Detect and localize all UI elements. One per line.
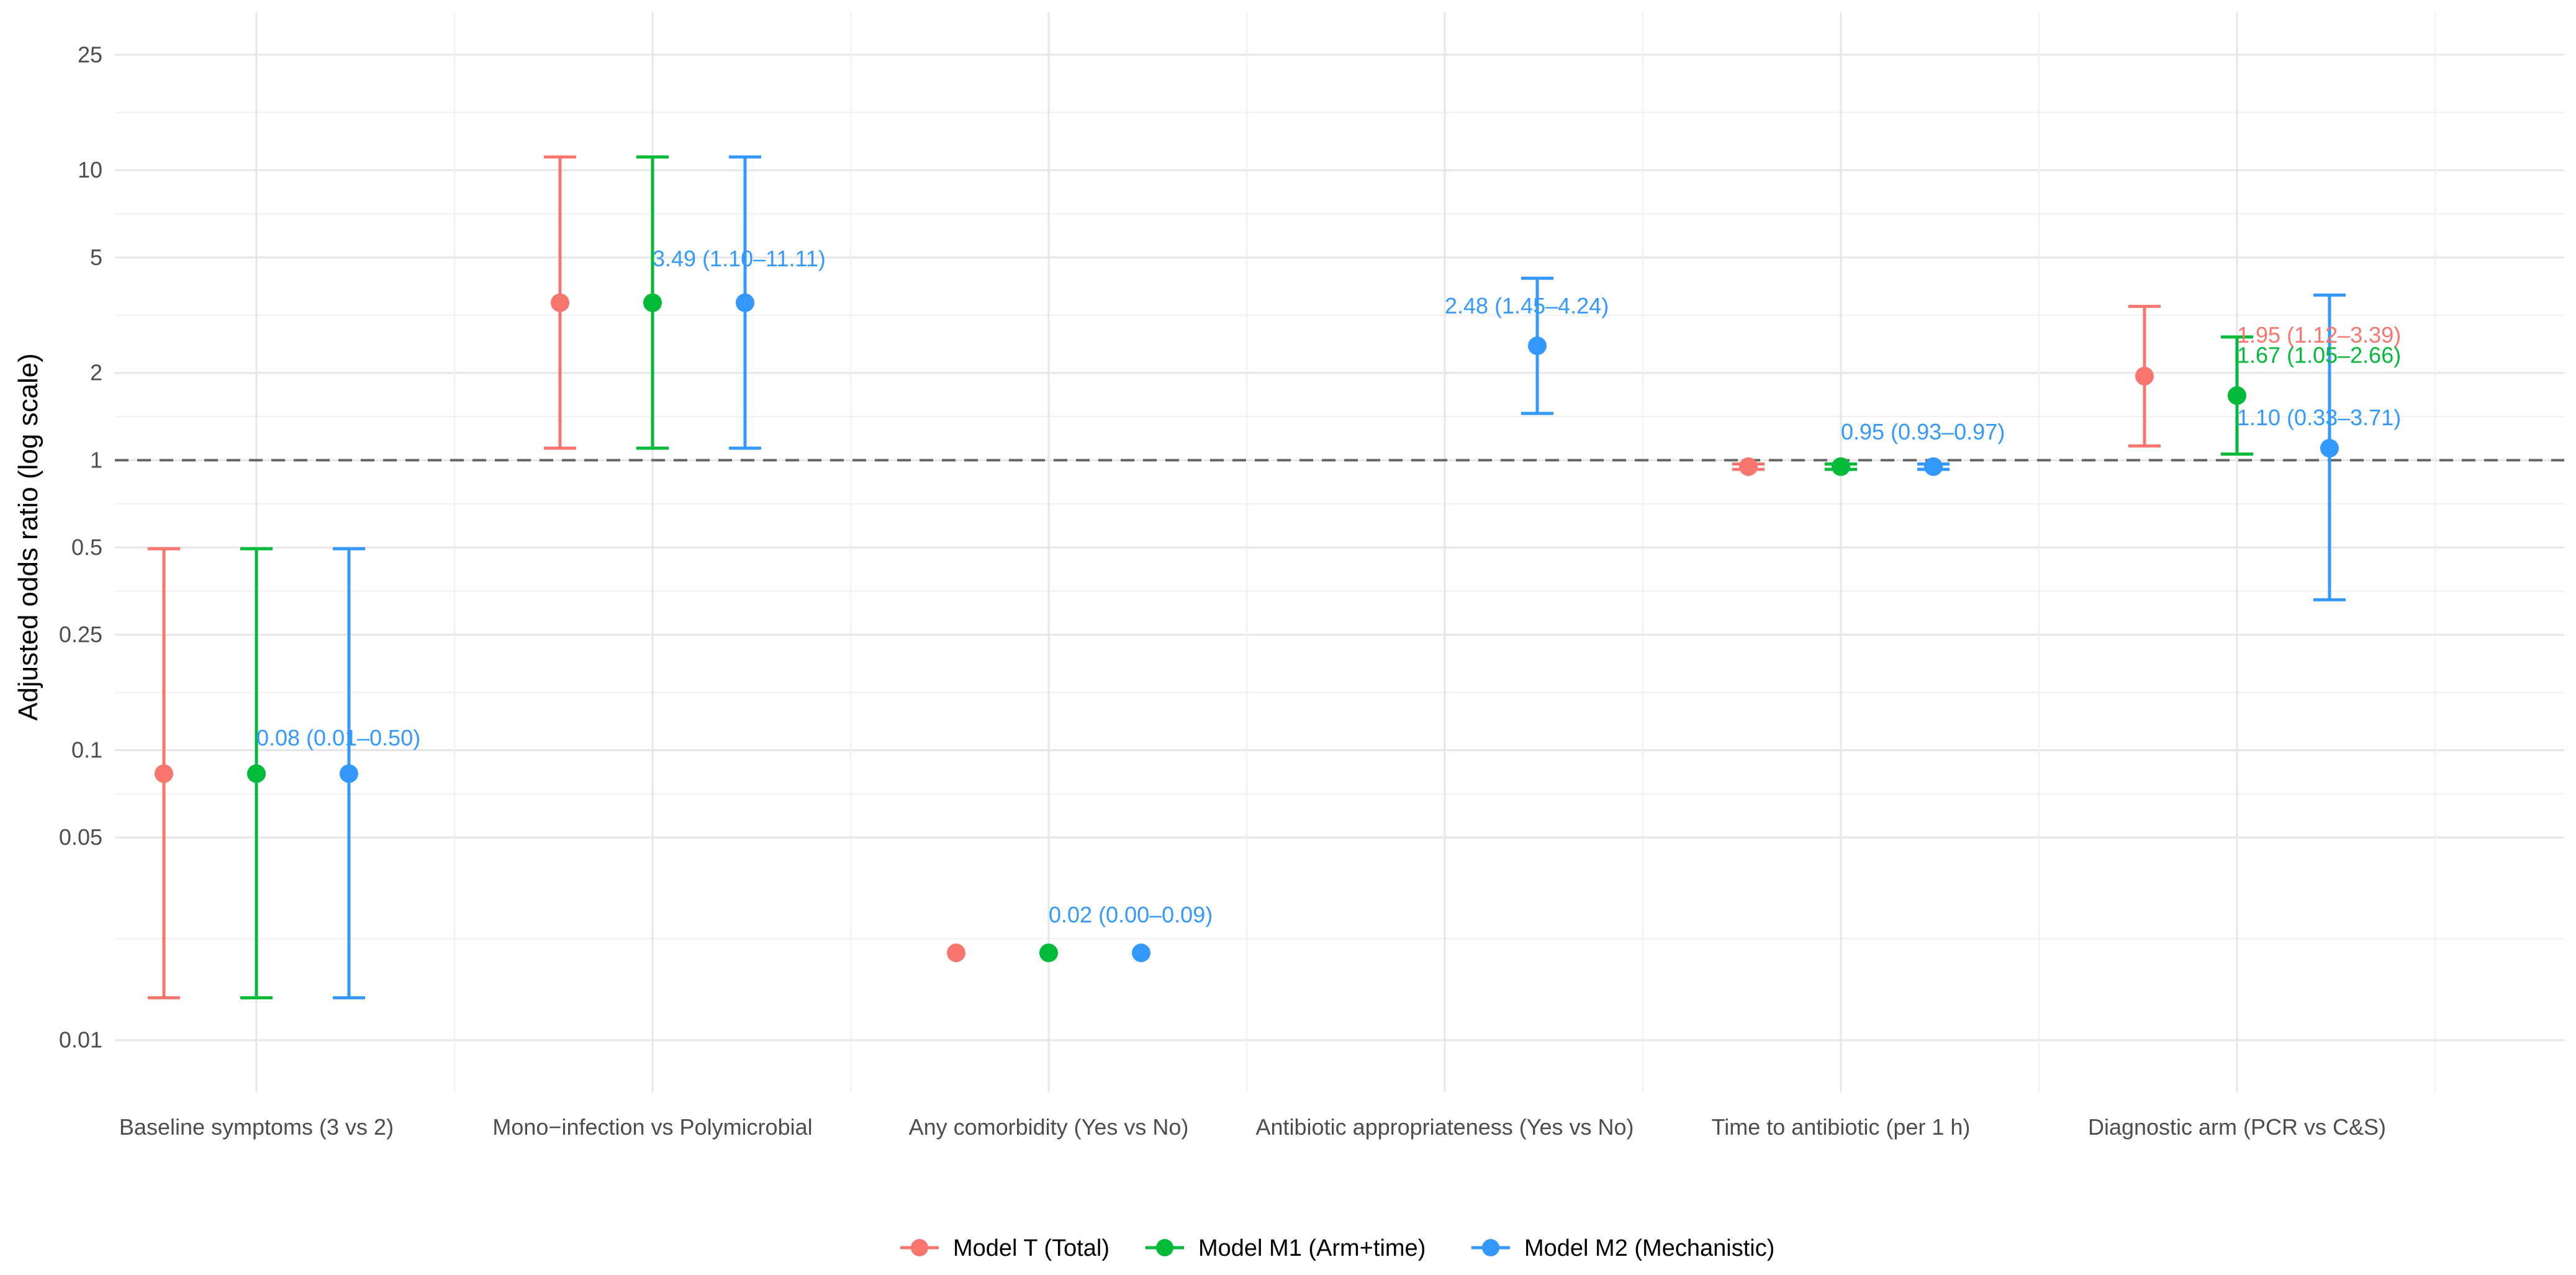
x-tick-label: Baseline symptoms (3 vs 2) (119, 1114, 394, 1140)
y-tick-label: 2 (90, 360, 102, 385)
legend-label: Model M2 (Mechanistic) (1524, 1235, 1774, 1261)
y-tick-label: 5 (90, 245, 102, 270)
y-tick-label: 1 (90, 447, 102, 472)
data-labels: 0.08 (0.01–0.50) 3.49 (1.10–11.11) 0.02 (0… (256, 246, 2401, 927)
data-point (1039, 944, 1058, 963)
legend-label: Model T (Total) (953, 1235, 1109, 1261)
y-tick-label: 10 (78, 157, 102, 182)
y-tick-label: 0.1 (71, 737, 102, 763)
legend-key-point (911, 1239, 928, 1256)
legend: Model T (Total) Model M1 (Arm+time) Model … (900, 1235, 1774, 1261)
y-tick-label: 0.25 (59, 622, 102, 647)
data-label: 1.67 (1.05–2.66) (2237, 342, 2401, 367)
data-label: 1.95 (1.12–3.39) (2237, 322, 2401, 348)
data-point (2320, 439, 2339, 458)
data-point (643, 293, 662, 312)
x-tick-label: Mono−infection vs Polymicrobial (492, 1114, 812, 1140)
data-label: 2.48 (1.45–4.24) (1445, 293, 1609, 318)
data-label: 0.08 (0.01–0.50) (256, 725, 420, 750)
data-point (1924, 457, 1943, 476)
grid (115, 12, 2564, 1093)
x-axis-ticks: Baseline symptoms (3 vs 2) Mono−infection… (119, 1114, 2386, 1140)
x-tick-label: Antibiotic appropriateness (Yes vs No) (1256, 1114, 1634, 1140)
data-point (2228, 386, 2246, 405)
data-point (247, 764, 266, 783)
data-label: 0.95 (0.93–0.97) (1841, 419, 2005, 444)
data-point (1132, 944, 1150, 963)
data-marks (148, 155, 2346, 999)
x-tick-label: Diagnostic arm (PCR vs C&S) (2088, 1114, 2386, 1140)
data-point (736, 293, 754, 312)
data-point (1832, 457, 1850, 476)
x-tick-label: Any comorbidity (Yes vs No) (909, 1114, 1189, 1140)
y-axis-title: Adjusted odds ratio (log scale) (13, 353, 43, 721)
data-point (340, 764, 358, 783)
y-tick-label: 0.5 (71, 534, 102, 560)
data-point (1528, 336, 1547, 356)
data-label: 1.10 (0.33–3.71) (2237, 405, 2401, 430)
data-point (551, 293, 569, 312)
y-tick-label: 0.01 (59, 1027, 102, 1053)
data-point (1739, 457, 1758, 476)
y-tick-label: 25 (78, 42, 102, 67)
legend-key-point (1156, 1239, 1173, 1256)
legend-label: Model M1 (Arm+time) (1198, 1235, 1426, 1261)
data-point (155, 764, 173, 783)
legend-key-point (1482, 1239, 1499, 1256)
data-point (947, 944, 965, 963)
x-tick-label: Time to antibiotic (per 1 h) (1712, 1114, 1971, 1140)
data-point (2135, 366, 2154, 385)
y-tick-label: 0.05 (59, 824, 102, 850)
data-label: 3.49 (1.10–11.11) (653, 246, 826, 271)
data-label: 0.02 (0.00–0.09) (1049, 902, 1213, 927)
